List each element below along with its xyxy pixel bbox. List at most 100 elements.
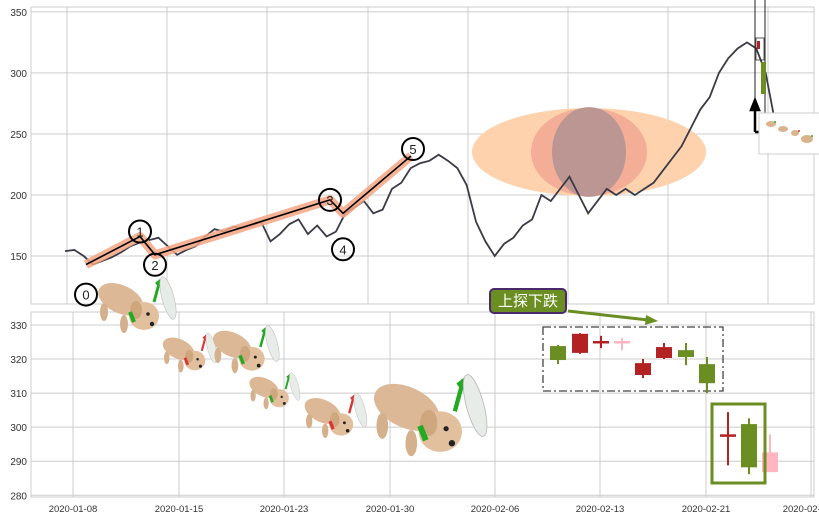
dog-image xyxy=(213,325,280,374)
pattern-point-label: 0 xyxy=(82,288,89,303)
annotation-text: 上探下跌 xyxy=(498,293,558,310)
candle-body xyxy=(720,434,736,437)
pattern-point-circle xyxy=(74,282,98,307)
y-tick-label: 200 xyxy=(10,191,27,202)
y-tick-label: 290 xyxy=(10,457,27,468)
price-line-path xyxy=(64,41,776,266)
pattern-point-label: 4 xyxy=(339,242,346,257)
x-tick-label: 2020-02-21 xyxy=(682,504,731,515)
dog-image xyxy=(249,372,301,410)
dog-nose xyxy=(198,364,202,368)
candle-body xyxy=(678,350,694,357)
candle-body xyxy=(635,363,651,376)
dog-image xyxy=(304,392,368,438)
dog-collar xyxy=(328,420,335,430)
candle-body xyxy=(699,364,715,384)
dog-image xyxy=(98,276,177,333)
y-tick-label: 350 xyxy=(10,8,27,19)
candle xyxy=(635,359,651,379)
grey-ellipse xyxy=(552,107,626,197)
x-tick-label: 2020-01-15 xyxy=(155,504,204,515)
candle xyxy=(550,345,566,365)
dog-nose xyxy=(149,321,155,327)
mini-candle-box xyxy=(755,37,765,61)
candle xyxy=(614,337,630,351)
top-right-decorations xyxy=(749,0,819,155)
dog-collar xyxy=(417,424,429,442)
y-tick-label: 310 xyxy=(10,389,27,400)
candle xyxy=(720,412,736,466)
x-tick-label: 2020-02-13 xyxy=(576,504,625,515)
mini-candle xyxy=(757,41,760,49)
candle xyxy=(572,333,588,354)
propeller-blade xyxy=(265,325,280,362)
dog-image xyxy=(373,374,488,457)
candle-body xyxy=(614,340,630,344)
flying-dog-images xyxy=(98,276,488,457)
x-tick-label: 2020-01-30 xyxy=(366,504,415,515)
dog-leg xyxy=(306,414,313,429)
dog-image xyxy=(162,332,218,373)
dog-eye xyxy=(342,421,346,425)
candle-body xyxy=(572,333,588,353)
dog-leg xyxy=(120,315,128,333)
pattern-point-label: 2 xyxy=(151,258,158,273)
propeller-blade xyxy=(462,374,488,437)
candle xyxy=(593,335,609,349)
pattern-point-label: 3 xyxy=(326,193,333,208)
x-tick-label: 2020-02-06 xyxy=(471,504,520,515)
propeller-blade xyxy=(289,372,301,401)
candle-body xyxy=(593,340,609,344)
pattern-point-label: 5 xyxy=(409,142,416,157)
dog-eye xyxy=(196,357,199,361)
dog-eye xyxy=(253,355,257,359)
inset-dogs xyxy=(766,121,813,143)
dog-leg xyxy=(263,397,269,410)
dog-eye xyxy=(443,426,449,432)
dog-collar xyxy=(268,395,274,403)
x-tick-label: 2020-01-08 xyxy=(49,504,98,515)
propeller-blade xyxy=(353,392,368,428)
dog-nose xyxy=(448,440,456,447)
pattern-point-circle xyxy=(143,252,167,277)
price-line xyxy=(64,41,776,266)
arrow-head-icon xyxy=(645,315,658,325)
dog-collar xyxy=(238,354,245,365)
dog-leg xyxy=(322,423,329,438)
mini-candle xyxy=(761,62,766,94)
y-tick-label: 300 xyxy=(10,423,27,434)
pattern-point-circle xyxy=(401,137,425,161)
y-tick-label: 250 xyxy=(10,130,27,141)
pattern-box-dashed xyxy=(542,326,724,392)
dog-leg xyxy=(164,351,170,365)
y-tick-label: 150 xyxy=(10,252,27,263)
dog-leg xyxy=(250,389,256,402)
candle-body xyxy=(550,346,566,361)
pattern-point-circle xyxy=(128,219,152,244)
dog-eye xyxy=(146,312,150,316)
pattern-overlay: 0 1 2 3 4 5 xyxy=(74,137,425,307)
candle xyxy=(699,356,715,394)
x-tick-label: 2020-01-23 xyxy=(260,504,309,515)
candle xyxy=(741,418,757,475)
pattern-point-label: 1 xyxy=(136,224,143,239)
dog-nose xyxy=(345,429,350,433)
y-tick-label: 300 xyxy=(10,69,27,80)
candle-body xyxy=(656,347,672,358)
y-tick-label: 280 xyxy=(10,491,27,502)
candle xyxy=(678,343,694,366)
propeller-blade xyxy=(159,276,177,320)
propeller-blade xyxy=(205,332,218,364)
dog-collar xyxy=(128,311,136,323)
dog-leg xyxy=(405,430,418,457)
y-tick-label: 320 xyxy=(10,355,27,366)
pattern-point-circle xyxy=(318,187,342,212)
dog-collar xyxy=(183,357,190,366)
inset-box xyxy=(758,112,819,155)
candlesticks xyxy=(550,333,778,475)
dog-nose xyxy=(282,401,286,405)
y-tick-label: 330 xyxy=(10,321,27,332)
candle xyxy=(656,343,672,360)
highlight-box-green xyxy=(710,402,767,485)
